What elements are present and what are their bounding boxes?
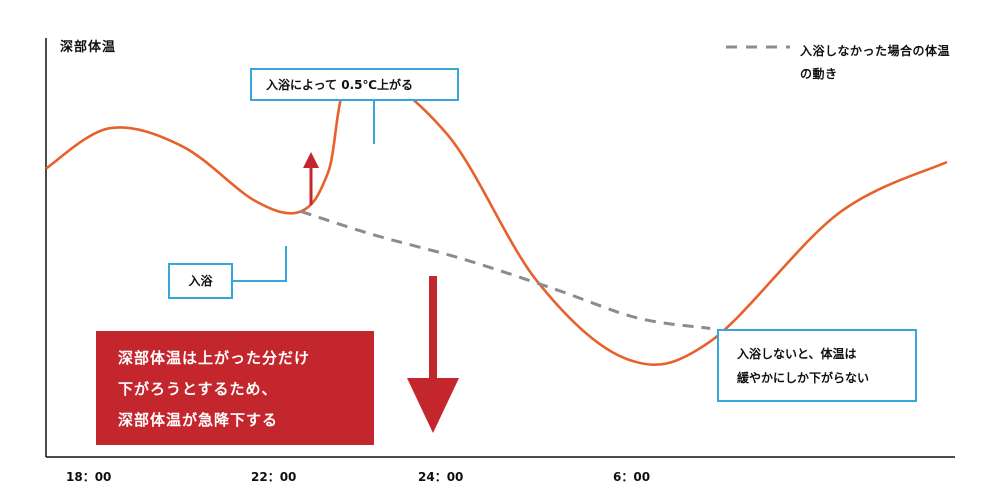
up-arrow-icon [303,152,319,205]
bath-annotation: 入浴 [168,263,233,299]
bath-text: 入浴 [188,274,213,288]
x-tick-label: 18：00 [66,470,112,484]
series-line-no-bath [300,209,711,330]
legend-label: 入浴しなかった場合の体温の動き [800,44,951,81]
slow-decline-annotation: 入浴しないと、体温は 緩やかにしか下がらない [717,329,917,402]
x-tick-label: 24：00 [418,470,464,484]
drop-text-line-2: 下がろうとするため、 [118,380,278,398]
rise-annotation: 入浴によって 0.5℃上がる [250,68,459,101]
slow-text-line-1: 入浴しないと、体温は [737,346,857,361]
down-arrow-icon [407,276,459,433]
slow-text-line-2: 緩やかにしか下がらない [737,370,870,385]
drop-text-line-3: 深部体温が急降下する [118,411,279,429]
bath-connector [233,246,287,282]
series-line-with-bath [45,68,948,366]
x-tick-label: 22：00 [251,470,297,484]
rise-text: 入浴によって 0.5℃上がる [266,77,414,92]
drop-text-line-1: 深部体温は上がった分だけ [118,349,311,367]
x-tick-label: 6：00 [613,470,651,484]
y-axis-title: 深部体温 [60,40,117,55]
rapid-drop-callout: 深部体温は上がった分だけ 下がろうとするため、 深部体温が急降下する [96,331,374,445]
